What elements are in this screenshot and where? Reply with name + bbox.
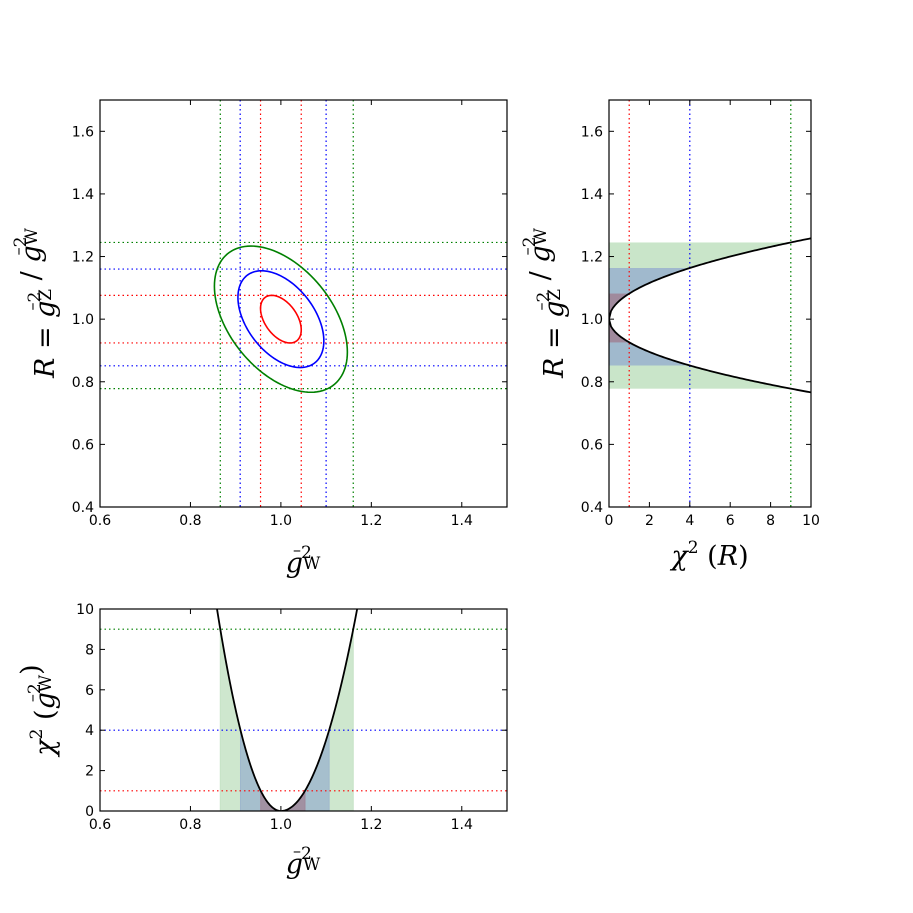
bottom-ticks: 0.6 0.8 1.0 1.2 1.4 0 2 4 6 8 10 (76, 602, 507, 833)
main-ytick-label: 1.2 (72, 250, 94, 266)
main-ytick-label: 0.4 (72, 500, 94, 516)
main-xtick-label: 0.6 (89, 513, 111, 529)
bottom-panel: 0.6 0.8 1.0 1.2 1.4 0 2 4 6 8 10 g–2 W χ2 (g–2W) (16, 602, 508, 880)
right-xtick-label: 6 (726, 513, 735, 529)
main-ytick-label: 0.8 (72, 375, 94, 391)
right-xtick-label: 0 (605, 513, 614, 529)
right-ytick-label: 1.2 (581, 250, 603, 266)
bottom-plot-area (100, 609, 507, 811)
right-ytick-label: 1.0 (581, 312, 603, 328)
main-marks (100, 100, 507, 507)
bottom-ytick-label: 2 (85, 764, 94, 780)
right-xlabel: χ2 (R) (669, 538, 748, 572)
bottom-xtick-label: 0.8 (179, 817, 201, 833)
main-panel: 0.6 0.8 1.0 1.2 1.40.40.60.81.01.21.41.6 g–2… (8, 99, 508, 579)
right-xtick-label: 10 (802, 513, 820, 529)
bottom-xtick-label: 0.6 (89, 817, 111, 833)
main-ellipse-level-3 (213, 245, 349, 394)
right-ytick-label: 1.4 (581, 187, 603, 203)
right-marks (609, 100, 811, 507)
bottom-ytick-label: 8 (85, 642, 94, 658)
bottom-xlabel: g–2 W (286, 841, 321, 880)
main-ytick-label: 0.6 (72, 437, 94, 453)
main-xlabel: g–2 W (286, 540, 321, 579)
right-ytick-label: 0.6 (581, 437, 603, 453)
right-curve-lower (609, 318, 811, 394)
main-ytick-label: 1.0 (72, 312, 94, 328)
bottom-ylabel: χ2 (g–2W) (16, 664, 61, 757)
right-inner-region (609, 238, 811, 393)
main-plot-area (100, 100, 507, 507)
bottom-xtick-label: 1.4 (451, 817, 473, 833)
right-frame (608, 99, 812, 508)
bottom-ytick-label: 4 (85, 723, 94, 739)
right-ylabel: R = g–2Z / g–2W (517, 228, 570, 379)
bottom-xtick-label: 1.0 (270, 817, 292, 833)
main-xtick-label: 1.0 (270, 513, 292, 529)
right-panel: 0 2 4 6 8 10 0.4 0.6 0.8 1.0 1.2 1.4 1.6 χ2 (R) R = … (517, 99, 820, 572)
main-ylabel: R = g–2Z / g–2W (8, 228, 61, 379)
main-xtick-label: 0.8 (179, 513, 201, 529)
right-ytick-label: 0.8 (581, 375, 603, 391)
bottom-curve (216, 609, 359, 811)
right-ytick-label: 1.6 (581, 124, 603, 140)
main-ytick-label: 1.4 (72, 187, 94, 203)
main-ytick-label: 1.6 (72, 124, 94, 140)
right-ytick-label: 0.4 (581, 500, 603, 516)
bottom-frame (99, 608, 508, 812)
right-curve-upper (609, 237, 811, 320)
right-ticks: 0 2 4 6 8 10 0.4 0.6 0.8 1.0 1.2 1.4 1.6 (581, 100, 820, 529)
main-xtick-label: 1.2 (360, 513, 382, 529)
main-ticks: 0.6 0.8 1.0 1.2 1.40.40.60.81.01.21.41.6 (72, 100, 507, 529)
right-xtick-label: 4 (685, 513, 694, 529)
right-xtick-label: 8 (766, 513, 775, 529)
bottom-ytick-label: 0 (85, 804, 94, 820)
main-ellipse-level-1 (259, 294, 303, 344)
right-xtick-label: 2 (645, 513, 654, 529)
bottom-ytick-label: 6 (85, 683, 94, 699)
main-ellipse-level-2 (237, 269, 325, 369)
bottom-ytick-label: 10 (76, 602, 94, 618)
bottom-xtick-label: 1.2 (360, 817, 382, 833)
main-frame (99, 99, 508, 508)
main-xtick-label: 1.4 (451, 513, 473, 529)
